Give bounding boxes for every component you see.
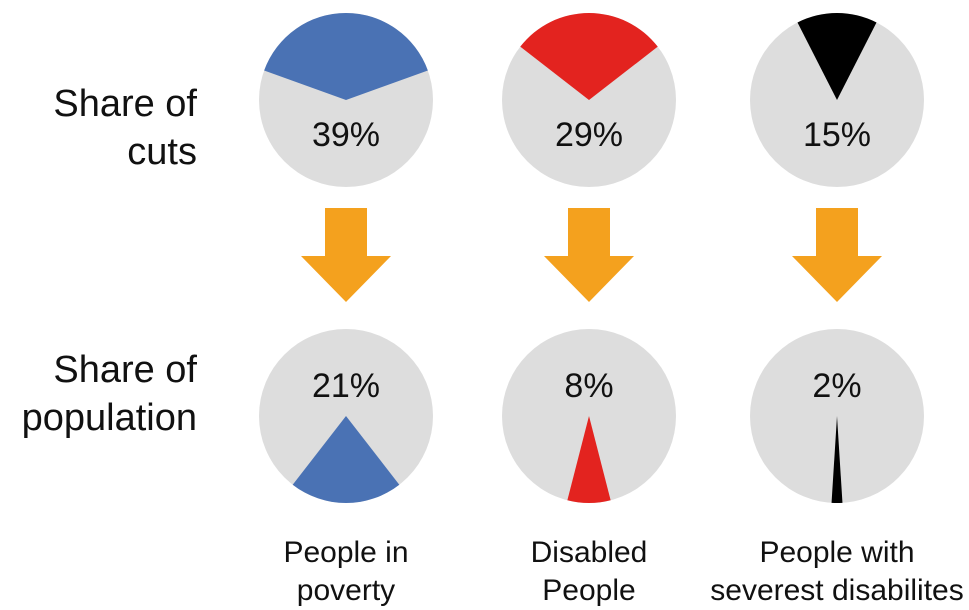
category-label-1-line-2: People (542, 574, 636, 607)
row-label-cuts-line-2: cuts (127, 131, 197, 173)
pie-slice-severest-disabilities-population (831, 416, 843, 504)
row-label-share-of-population: Share of population (22, 346, 197, 442)
row-label-population-line-2: population (21, 397, 197, 439)
pie-value-label-disabled-people-population: 8% (564, 367, 613, 405)
pie-value-label-people-in-poverty-population: 21% (312, 367, 380, 405)
pie-slice-people-in-poverty-cuts (264, 12, 428, 101)
row-label-cuts-line-1: Share of (53, 83, 197, 125)
category-label-disabled-people: Disabled People (459, 534, 719, 610)
category-label-2-line-2: severest disabilites (710, 574, 964, 607)
category-label-0-line-2: poverty (296, 574, 396, 607)
row-label-share-of-cuts: Share of cuts (53, 80, 197, 176)
pie-value-label-disabled-people-cuts: 29% (555, 116, 623, 154)
pie-slice-severest-disabilities-cuts (797, 12, 877, 100)
pie-value-label-severest-disabilities-cuts: 15% (803, 116, 871, 154)
pie-value-label-people-in-poverty-cuts: 39% (312, 116, 380, 154)
category-label-0-line-1: People in (283, 536, 409, 569)
pie-slice-people-in-poverty-population (292, 416, 400, 503)
category-label-people-in-poverty: People in poverty (216, 534, 476, 610)
pie-slice-disabled-people-cuts (520, 13, 658, 101)
pie-slice-disabled-people-population (567, 416, 611, 504)
down-arrow-icon (544, 208, 634, 302)
pie-value-label-severest-disabilities-population: 2% (812, 367, 861, 405)
category-label-severest-disabilities: People with severest disabilites (707, 534, 967, 610)
down-arrow-icon (301, 208, 391, 302)
down-arrow-icon (792, 208, 882, 302)
category-label-1-line-1: Disabled (530, 536, 648, 569)
row-label-population-line-1: Share of (53, 349, 197, 391)
category-label-2-line-1: People with (759, 536, 915, 569)
